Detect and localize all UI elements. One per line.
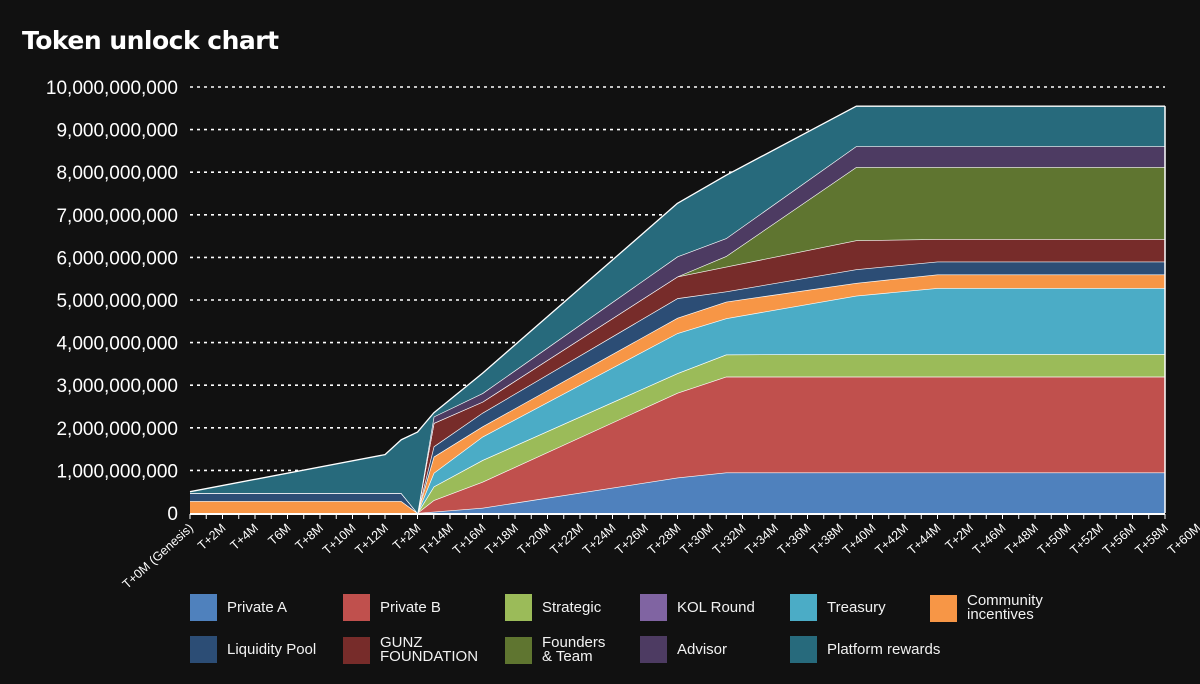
y-tick-label: 9,000,000,000 (56, 121, 178, 142)
y-tick-label: 6,000,000,000 (56, 248, 178, 269)
legend-label: GUNZ FOUNDATION (380, 634, 479, 665)
x-tick-label: T+16M (450, 521, 489, 558)
legend-item: KOL Round (640, 594, 755, 621)
y-tick-label: 5,000,000,000 (56, 291, 178, 312)
chart-title: Token unlock chart (22, 26, 279, 55)
y-tick-label: 4,000,000,000 (56, 334, 178, 355)
legend-swatch (930, 594, 957, 622)
legend-swatch (190, 636, 217, 663)
legend-label: KOL Round (677, 598, 755, 616)
x-tick-label: T+48M (1002, 521, 1041, 558)
x-tick-label: T+32M (710, 521, 749, 558)
x-tick-label: T+26M (612, 521, 651, 558)
area-liquidity-pool (190, 261, 1165, 513)
legend-item: Community incentives (930, 592, 1043, 623)
x-tick-label: T+42M (872, 521, 911, 558)
x-tick-label: T+22M (547, 521, 586, 558)
legend-swatch (505, 594, 532, 621)
legend-swatch (790, 636, 817, 663)
area-strategic (190, 354, 1165, 513)
legend-label: Private A (227, 598, 288, 616)
legend-label: Strategic (542, 598, 602, 616)
x-tick-label: T+34M (742, 521, 781, 558)
x-tick-label: T+20M (515, 521, 554, 558)
y-tick-label: 7,000,000,000 (56, 206, 178, 227)
x-tick-label: T+46M (970, 521, 1009, 558)
legend-item: Strategic (505, 594, 601, 621)
legend-swatch (790, 594, 817, 621)
legend-item: Liquidity Pool (190, 636, 316, 663)
x-tick-label: T+14M (417, 521, 456, 558)
legend-item: Private B (343, 594, 441, 621)
legend-item: Founders & Team (505, 634, 606, 665)
x-tick-label: T+50M (1035, 521, 1074, 558)
y-tick-label: 1,000,000,000 (56, 461, 178, 482)
legend-label: Advisor (677, 640, 728, 658)
legend-swatch (640, 594, 667, 621)
x-tick-label: T+60M (1165, 521, 1200, 558)
x-tick-label: T+38M (807, 521, 846, 558)
x-tick-label: T+36M (775, 521, 814, 558)
legend-item: Private A (190, 594, 287, 621)
legend-item: Platform rewards (790, 636, 940, 663)
x-tick-label: T+12M (352, 521, 391, 558)
area-founders-team (190, 167, 1165, 513)
legend-label: Founders & Team (542, 634, 606, 665)
y-tick-label: 10,000,000,000 (46, 78, 178, 99)
area-treasury (190, 288, 1165, 513)
x-tick-label: T+4M (228, 521, 261, 553)
area-advisor (190, 146, 1165, 514)
legend-label: Community incentives (967, 592, 1043, 623)
legend-item: Treasury (790, 594, 886, 621)
x-tick-label: T+0M (Genesis) (120, 521, 196, 592)
legend-label: Platform rewards (827, 640, 941, 658)
legend-swatch (343, 594, 370, 621)
x-tick-label: T+10M (320, 521, 359, 558)
legend-item: Advisor (640, 636, 727, 663)
x-tick-label: T+40M (840, 521, 879, 558)
x-tick-label: T+44M (905, 521, 944, 558)
area-private-b (190, 376, 1165, 513)
area-private-a (190, 472, 1165, 513)
x-tick-label: T+58M (1132, 521, 1171, 558)
y-tick-label: 0 (167, 504, 178, 525)
legend-swatch (505, 636, 532, 664)
area-community-incentives (190, 274, 1165, 513)
x-tick-label: T+24M (580, 521, 619, 558)
series-edge (189, 105, 1165, 493)
legend-label: Treasury (827, 598, 886, 616)
x-tick-label: T+28M (645, 521, 684, 558)
y-tick-label: 2,000,000,000 (56, 419, 178, 440)
legend-swatch (190, 594, 217, 621)
x-tick-label: T+18M (482, 521, 521, 558)
legend-label: Private B (380, 598, 441, 616)
x-tick-label: T+56M (1100, 521, 1139, 558)
area-gunz-foundation (190, 239, 1165, 513)
x-tick-label: T+30M (677, 521, 716, 558)
y-tick-label: 8,000,000,000 (56, 163, 178, 184)
x-tick-label: T6M (266, 521, 294, 548)
x-tick-label: T+52M (1067, 521, 1106, 558)
legend-swatch (640, 636, 667, 663)
legend-label: Liquidity Pool (227, 640, 317, 658)
legend-item: GUNZ FOUNDATION (343, 634, 479, 665)
y-tick-label: 3,000,000,000 (56, 376, 178, 397)
legend-swatch (343, 636, 370, 664)
x-tick-label: T+2M (195, 521, 228, 553)
